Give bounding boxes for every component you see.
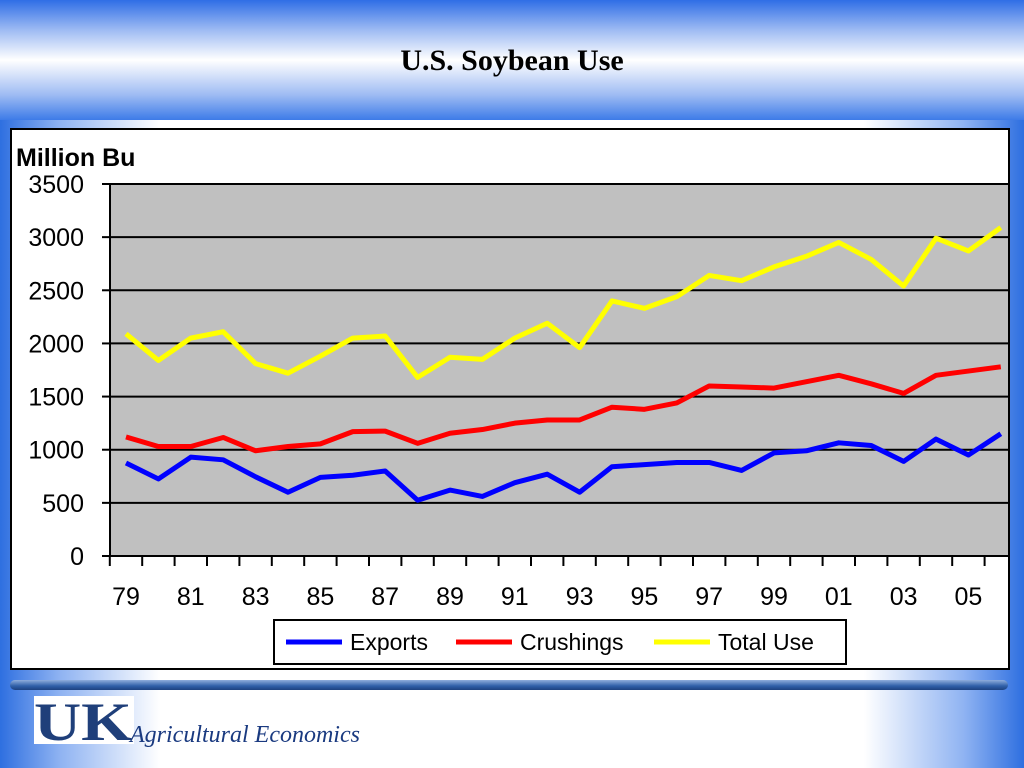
legend-label: Crushings [520, 629, 624, 655]
y-tick-label: 2500 [28, 277, 84, 305]
y-axis-label: Million Bu [16, 144, 135, 172]
x-tick-label: 05 [954, 583, 982, 611]
x-tick-label: 81 [177, 583, 205, 611]
title-band [0, 0, 1024, 120]
series-line-total-use [124, 225, 1003, 380]
legend-label: Exports [350, 629, 428, 655]
x-tick-label: 93 [566, 583, 594, 611]
x-tick-label: 83 [242, 583, 270, 611]
uk-logo-text: UK [34, 696, 132, 744]
x-tick-label: 99 [760, 583, 788, 611]
series-line-crushings [125, 364, 1002, 454]
x-tick-label: 89 [436, 583, 464, 611]
y-tick-label: 500 [42, 490, 84, 518]
x-tick-label: 03 [890, 583, 918, 611]
legend [273, 619, 847, 665]
legend-label: Total Use [718, 629, 814, 655]
chart-frame: Million Bu 0 500 1000 1500 2000 2500 3000 3500 7… [10, 128, 1010, 670]
x-tick-label: 95 [630, 583, 658, 611]
x-tick-label: 91 [501, 583, 529, 611]
x-tick-label: 85 [306, 583, 334, 611]
x-tick-label: 79 [112, 583, 140, 611]
x-tick-label: 87 [371, 583, 399, 611]
y-tick-label: 1500 [28, 384, 84, 412]
plot-area [109, 183, 1008, 557]
y-tick-label: 3500 [28, 171, 84, 199]
y-tick-label: 0 [70, 543, 84, 571]
series-line-exports [124, 431, 1003, 503]
y-tick-label: 2000 [28, 330, 84, 358]
footer-text: Agricultural Economics [130, 722, 360, 748]
uk-logo: UK [34, 696, 134, 744]
x-tick-label: 01 [825, 583, 853, 611]
y-tick-label: 3000 [28, 224, 84, 252]
x-tick-label: 97 [695, 583, 723, 611]
line-chart: Million Bu 0 500 1000 1500 2000 2500 3000 3500 7… [16, 144, 1008, 665]
divider-bar [10, 680, 1008, 690]
page-title: U.S. Soybean Use [400, 44, 624, 77]
y-tick-label: 1000 [28, 437, 84, 465]
